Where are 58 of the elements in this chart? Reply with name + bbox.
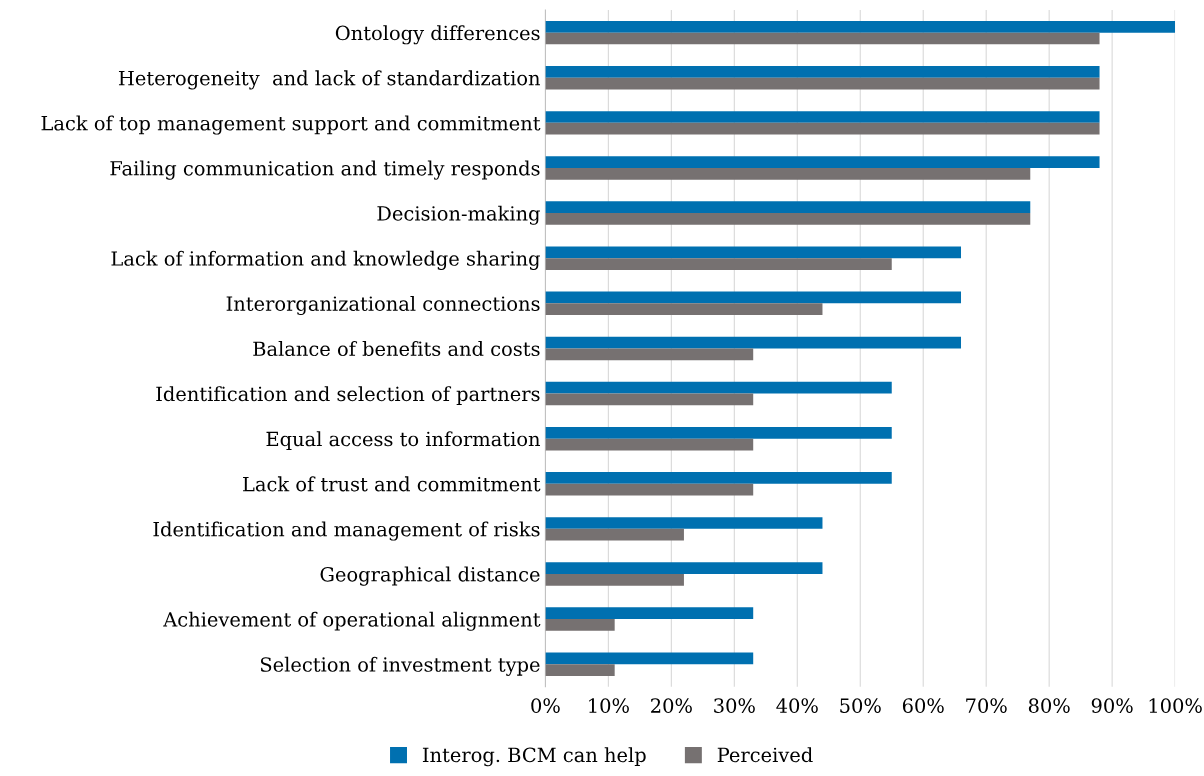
y-tick-label: Achievement of operational alignment [163,611,541,631]
y-tick-label: Identification and selection of partners [156,386,540,405]
bar [545,664,615,676]
bar [545,348,754,361]
bar [545,619,615,631]
bar [545,246,962,259]
bar [545,122,1100,135]
x-tick-label: 80% [1028,698,1070,713]
bar [545,213,1031,225]
bar [545,426,892,439]
bar [545,528,684,541]
bar [545,483,754,496]
x-tick-label: 30% [714,698,755,713]
y-tick-label: Selection of investment type [260,656,540,676]
legend-label: Interog. BCM can help [422,747,646,767]
bar [545,381,892,394]
bar [545,156,1100,168]
x-tick-label: 50% [840,698,881,713]
x-tick-label: 20% [651,698,692,713]
bar [545,291,962,304]
y-tick-label: Ontology differences [335,25,540,45]
bar [545,607,754,620]
y-tick-label: Identification and management of risks [153,521,540,541]
x-tick-label: 90% [1091,698,1133,713]
legend-label: Perceived [717,747,813,763]
bar [545,77,1100,90]
y-tick-label: Geographical distance [320,566,540,586]
bar [545,573,684,586]
bar [545,167,1031,180]
y-tick-label: Lack of information and knowledge sharing [111,250,540,270]
x-tick-label: 0% [531,698,560,713]
bar [545,393,754,406]
y-tick-label: Heterogeneity and lack of standardization [118,70,540,90]
bar [545,32,1100,45]
bar [545,336,962,349]
bar [545,472,892,484]
x-tick-label: 70% [966,698,1007,713]
y-tick-label: Balance of benefits and costs [253,341,540,357]
x-tick-label: 10% [589,698,629,713]
y-tick-label: Equal access to information [266,431,541,451]
bar [545,303,823,316]
y-tick-label: Decision-making [377,205,540,225]
bar [545,201,1031,214]
bar [545,258,892,270]
bar [545,20,1176,33]
bar [545,652,754,665]
y-tick-label: Lack of trust and commitment [243,476,541,492]
x-tick-label: 60% [902,698,944,713]
bar [545,66,1100,78]
x-tick-label: 100% [1149,698,1202,713]
bar [545,517,823,529]
y-tick-label: Interorganizational connections [226,295,540,316]
bar [545,438,754,451]
bar [545,111,1100,123]
bar [545,562,823,574]
y-tick-label: Failing communication and timely responds [110,160,540,180]
y-tick-label: Lack of top management support and commitment [41,115,541,135]
x-tick-label: 40% [776,698,818,713]
